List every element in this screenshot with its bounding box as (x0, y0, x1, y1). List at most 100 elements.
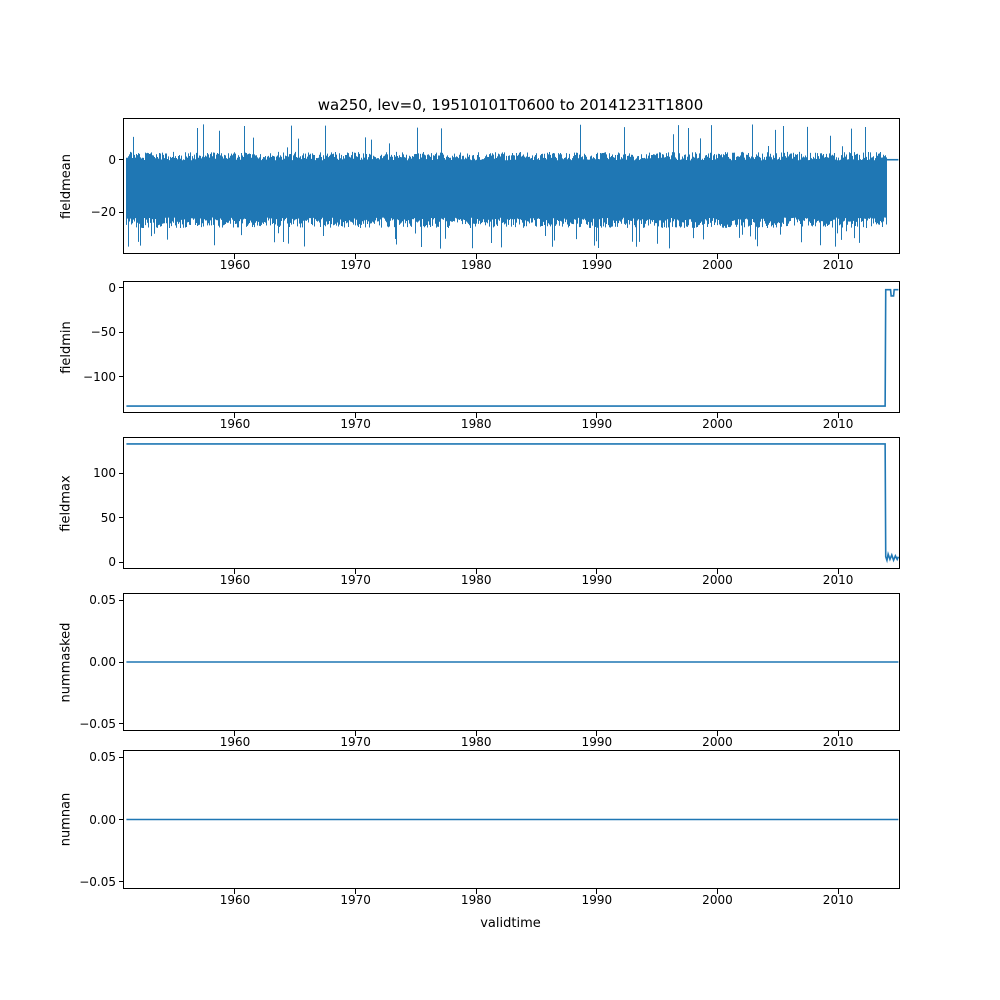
x-tick-label: 1960 (219, 573, 251, 587)
y-axis-label-text: nummasked (58, 622, 74, 702)
x-tick-mark (475, 731, 477, 736)
x-tick-mark (355, 889, 357, 894)
x-tick-mark (837, 254, 839, 259)
x-tick-mark (355, 569, 357, 574)
y-tick-mark (119, 819, 124, 820)
x-tick-mark (716, 889, 718, 894)
plot-area-fieldmean (124, 119, 899, 253)
x-tick-label: 1970 (340, 893, 371, 907)
x-tick-mark (837, 569, 839, 574)
x-tick-label: 1990 (581, 258, 613, 272)
x-tick-label: 2000 (702, 735, 733, 749)
subplot-fieldmin: 0 −50 −100 1960 1970 1980 1990 2000 2010 fieldmin (59, 281, 900, 430)
x-tick-mark (234, 254, 236, 259)
y-tick-mark (119, 211, 124, 213)
y-axis-label-text: fieldmax (58, 474, 74, 532)
x-tick-label: 2000 (702, 258, 733, 272)
y-tick-label: 0 (108, 280, 116, 295)
x-tick-mark (475, 413, 477, 418)
x-tick-mark (716, 413, 718, 418)
x-tick-mark (596, 569, 598, 574)
y-tick-mark (119, 723, 124, 725)
y-tick-label: 100 (93, 466, 116, 481)
x-tick-mark (355, 413, 357, 418)
subplot-fieldmean: 0 −20 1960 1970 1980 1990 2000 2010 fieldmean (59, 118, 900, 271)
y-tick-label: −0.05 (79, 716, 116, 731)
plot-area-fieldmin (124, 282, 899, 412)
x-tick-label: 1980 (460, 735, 492, 749)
y-tick-mark (119, 561, 124, 563)
x-tick-label: 1960 (219, 258, 251, 272)
x-tick-mark (596, 731, 598, 736)
y-tick-mark (119, 376, 124, 378)
y-tick-mark (119, 881, 124, 883)
x-tick-mark (234, 889, 236, 894)
y-axis-label-numnan: numnan (58, 751, 74, 888)
x-tick-mark (837, 889, 839, 894)
subplot-numnan: 0.05 0.00 −0.05 1960 1970 1980 1990 2000 2010 num… (59, 750, 900, 906)
y-axis-label-fieldmean: fieldmean (58, 119, 74, 253)
x-tick-label: 1980 (460, 893, 492, 907)
x-tick-label: 1960 (219, 893, 251, 907)
y-tick-label: −50 (90, 325, 116, 340)
x-tick-label: 2010 (822, 258, 854, 272)
x-tick-label: 1990 (581, 735, 613, 749)
x-tick-label: 1970 (340, 417, 371, 431)
x-tick-mark (596, 254, 598, 259)
x-tick-label: 1970 (340, 573, 371, 587)
x-tick-label: 2010 (822, 735, 854, 749)
x-tick-label: 2000 (702, 573, 733, 587)
x-tick-mark (234, 413, 236, 418)
x-tick-label: 1990 (581, 573, 613, 587)
y-tick-mark (119, 159, 124, 161)
y-tick-mark (119, 331, 124, 333)
x-tick-label: 1980 (460, 573, 492, 587)
x-tick-mark (355, 254, 357, 259)
subplot-fieldmax: 0 50 100 1960 1970 1980 1990 2000 2010 fieldmax (59, 437, 900, 586)
y-tick-label: −0.05 (79, 874, 116, 889)
x-tick-mark (234, 569, 236, 574)
y-tick-label: 0.05 (89, 593, 116, 608)
y-tick-mark (119, 599, 124, 601)
y-axis-label-text: fieldmin (58, 320, 74, 374)
plot-area-numnan (124, 751, 899, 888)
y-tick-label: 0.00 (89, 655, 116, 669)
x-tick-mark (596, 889, 598, 894)
x-tick-mark (837, 731, 839, 736)
x-tick-label: 1990 (581, 417, 613, 431)
x-tick-label: 1960 (219, 417, 251, 431)
x-axis-label: validtime (480, 916, 541, 931)
x-tick-label: 1970 (340, 735, 371, 749)
plot-area-fieldmax (124, 438, 899, 568)
y-tick-mark (119, 472, 124, 474)
x-tick-label: 1970 (340, 258, 371, 272)
x-tick-label: 2010 (822, 573, 854, 587)
y-axis-label-text: fieldmean (58, 153, 74, 219)
x-tick-label: 1960 (219, 735, 251, 749)
x-tick-label: 1980 (460, 258, 492, 272)
chart-title: wa250, lev=0, 19510101T0600 to 20141231T… (317, 96, 704, 114)
y-axis-label-nummasked: nummasked (58, 594, 74, 730)
x-tick-mark (234, 731, 236, 736)
x-tick-mark (475, 889, 477, 894)
y-tick-label: 0 (108, 555, 116, 570)
y-tick-label: 0.00 (89, 812, 116, 827)
x-tick-mark (716, 731, 718, 736)
y-tick-label: −20 (90, 205, 116, 220)
x-tick-mark (475, 569, 477, 574)
x-tick-label: 2010 (822, 893, 854, 907)
x-tick-mark (716, 254, 718, 259)
x-tick-label: 1980 (460, 417, 492, 431)
y-tick-label: 50 (100, 510, 116, 525)
y-axis-label-fieldmax: fieldmax (58, 438, 74, 568)
x-tick-mark (596, 413, 598, 418)
y-tick-mark (119, 756, 124, 758)
y-tick-label: 0 (108, 152, 116, 167)
x-tick-mark (716, 569, 718, 574)
y-tick-mark (119, 287, 124, 289)
y-axis-label-fieldmin: fieldmin (58, 282, 74, 412)
y-tick-mark (119, 517, 124, 519)
x-tick-label: 1990 (581, 893, 613, 907)
x-tick-mark (355, 731, 357, 736)
